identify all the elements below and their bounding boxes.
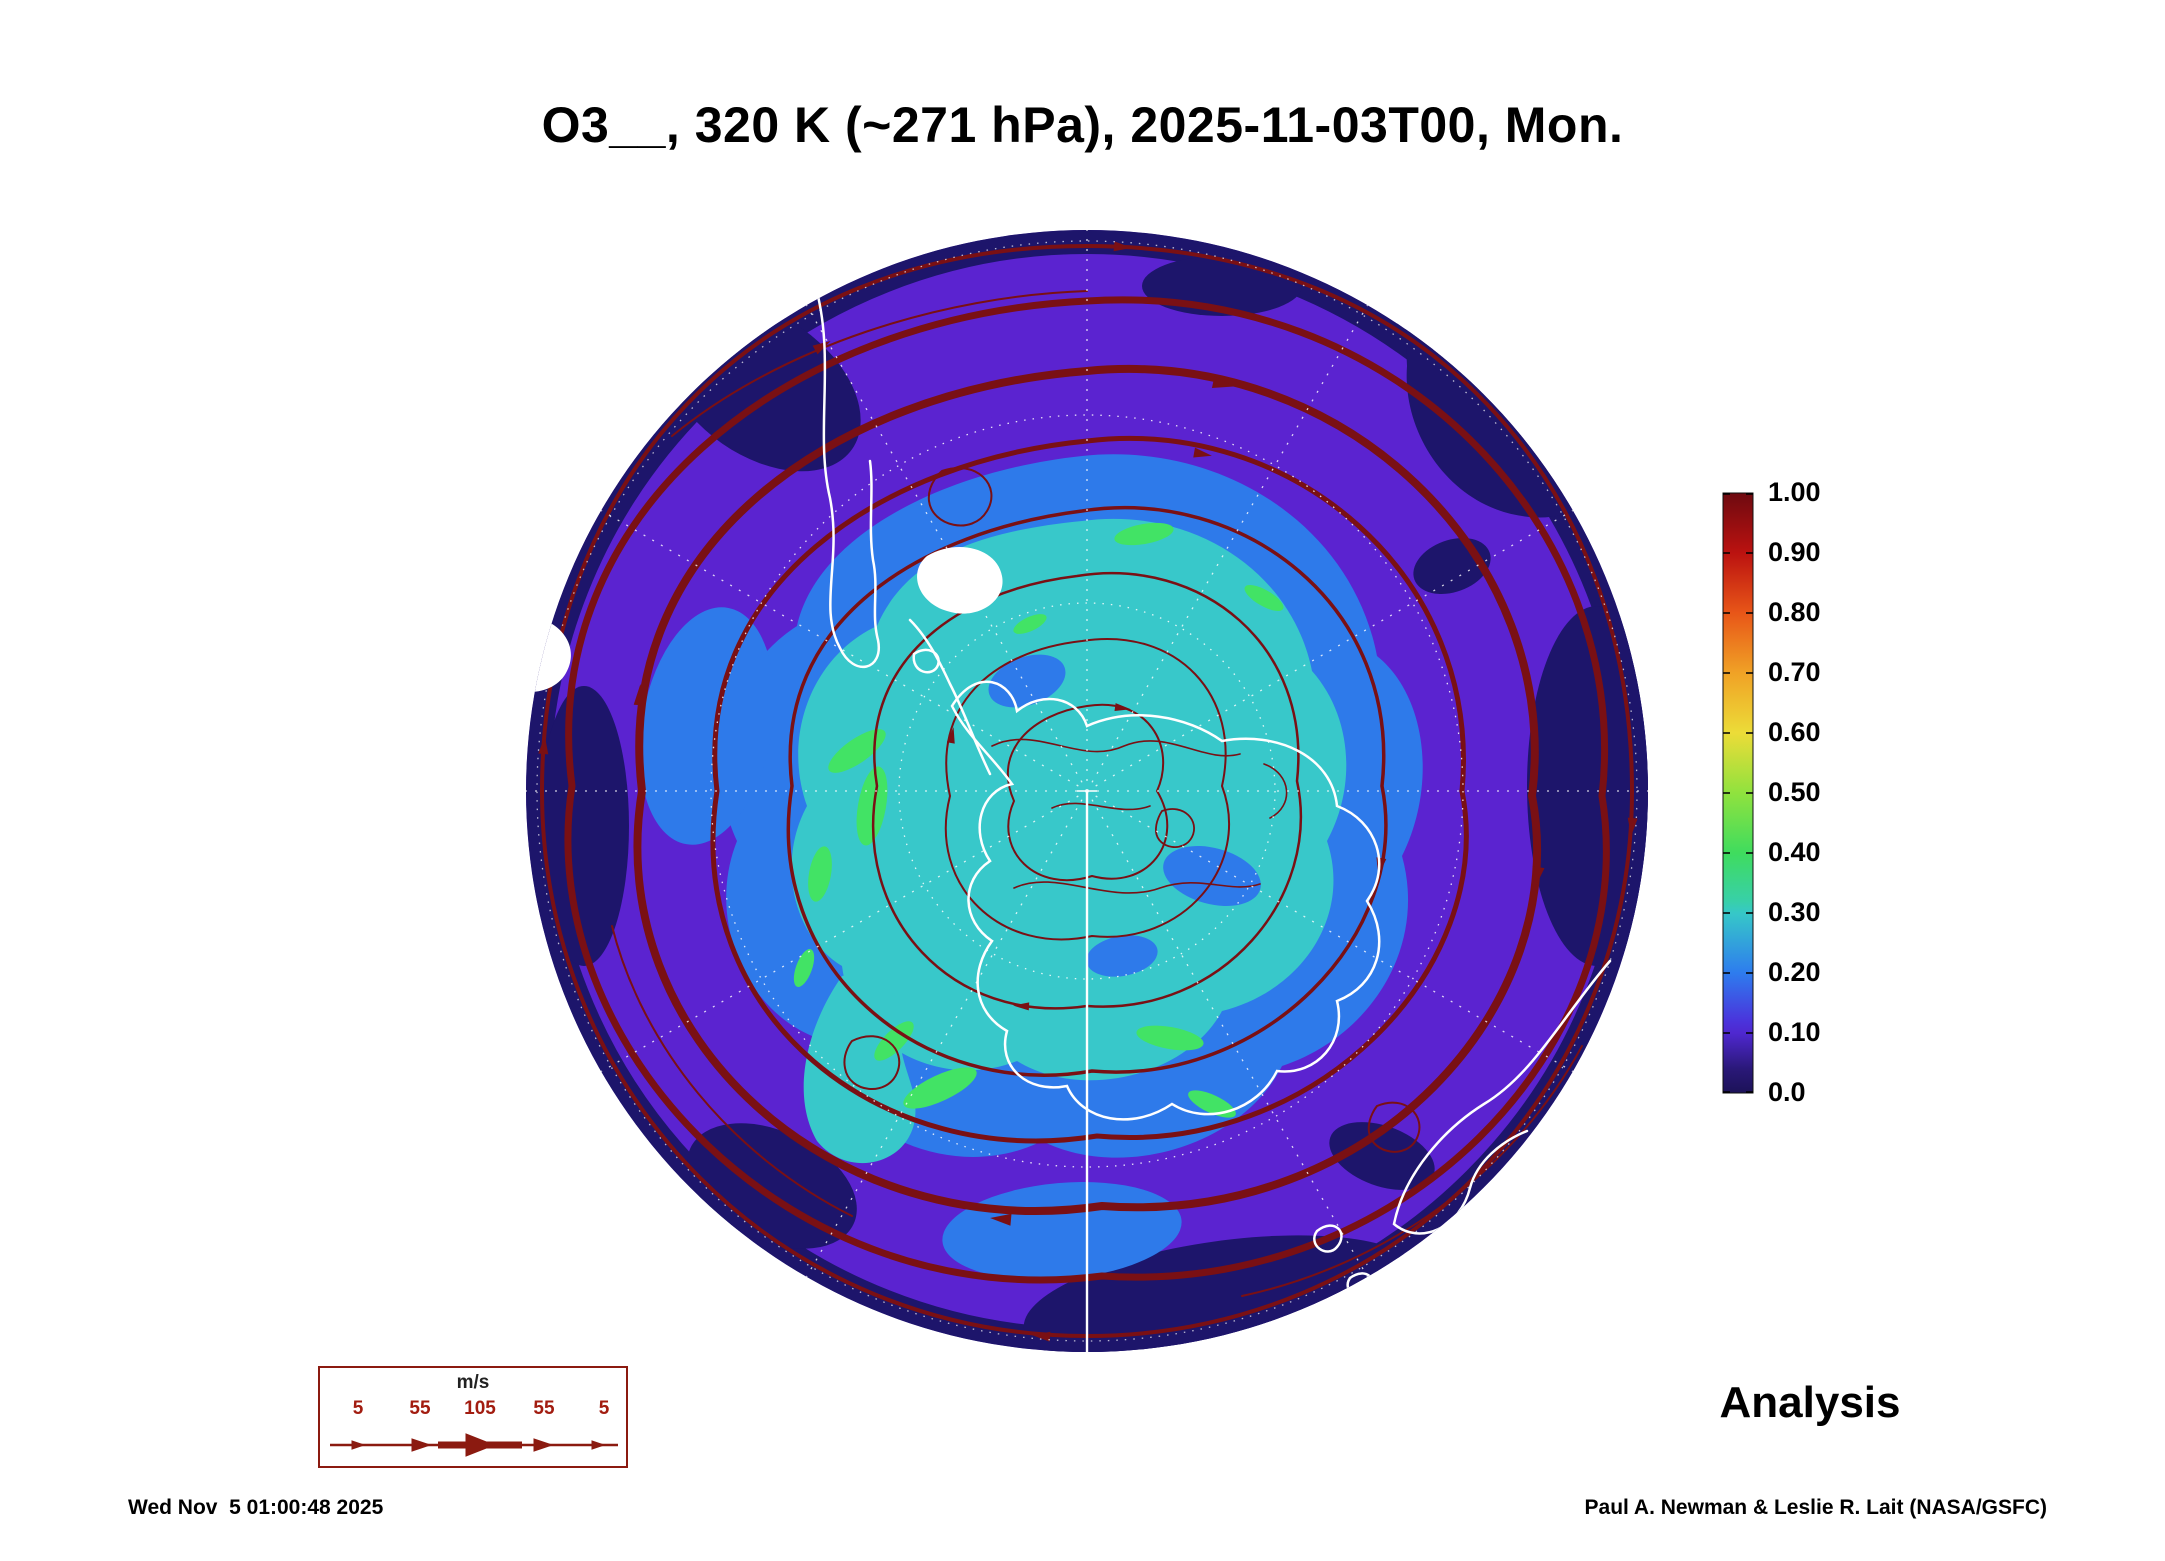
polar-map — [522, 226, 1652, 1356]
colorbar-tick-label: 0.60 — [1768, 717, 1821, 747]
new-zealand-north-coastline — [1313, 1224, 1343, 1253]
wind-unit-label: m/s — [456, 1372, 490, 1393]
wind-speed-value: 5 — [352, 1398, 364, 1419]
colorbar-tick-label: 0.90 — [1768, 537, 1821, 567]
ozone-inner-blue — [988, 654, 1261, 977]
ozone-field — [526, 230, 1648, 1352]
falkland-islands-coastline — [912, 648, 940, 674]
africa-coastline — [1392, 236, 1488, 303]
colorbar-tick-label: 0.30 — [1768, 897, 1821, 927]
colorbar-tick-label: 0.50 — [1768, 777, 1821, 807]
graticule — [526, 230, 1648, 1352]
colorbar-tick-label: 0.40 — [1768, 837, 1821, 867]
australia-coastline — [1392, 959, 1612, 1235]
ozone-cyan-cap — [791, 518, 1347, 1164]
polar-map-svg — [526, 230, 1648, 1352]
colorbar-tick-label: 1.00 — [1768, 477, 1821, 507]
wind-speed-value: 105 — [464, 1398, 496, 1419]
colorbar-tick-label: 0.70 — [1768, 657, 1821, 687]
ozone-green-filaments — [793, 522, 1284, 1118]
colorbar — [1722, 492, 1754, 1094]
tasmania-coastline — [1428, 1255, 1457, 1285]
colorbar-svg — [1722, 492, 1754, 1094]
colorbar-tick-label: 0.10 — [1768, 1017, 1821, 1047]
wind-streamlines — [539, 243, 1635, 1339]
wind-speed-legend: m/s 5 55 105 55 5 — [318, 1366, 628, 1468]
colorbar-tick-label: 0.80 — [1768, 597, 1821, 627]
south-america-coastline — [812, 279, 881, 669]
page-title: O3__, 320 K (~271 hPa), 2025-11-03T00, M… — [541, 97, 1624, 153]
antarctica-coastline — [950, 680, 1381, 1121]
analysis-label: Analysis — [1719, 1378, 1901, 1427]
colorbar-tick-label: 0.0 — [1768, 1077, 1806, 1107]
colorbar-tick-label: 0.20 — [1768, 957, 1821, 987]
streamline-arrowheads — [538, 241, 1638, 1342]
wind-speed-value: 5 — [598, 1398, 610, 1419]
wind-speed-value: 55 — [533, 1398, 555, 1419]
wind-arrow-scale — [330, 1433, 618, 1457]
wind-speed-value: 55 — [409, 1398, 431, 1419]
antarctic-peninsula-coastline — [908, 618, 992, 776]
attribution-credit: Paul A. Newman & Leslie R. Lait (NASA/GS… — [1584, 1496, 2047, 1519]
generation-timestamp: Wed Nov 5 01:00:48 2025 — [128, 1496, 384, 1519]
